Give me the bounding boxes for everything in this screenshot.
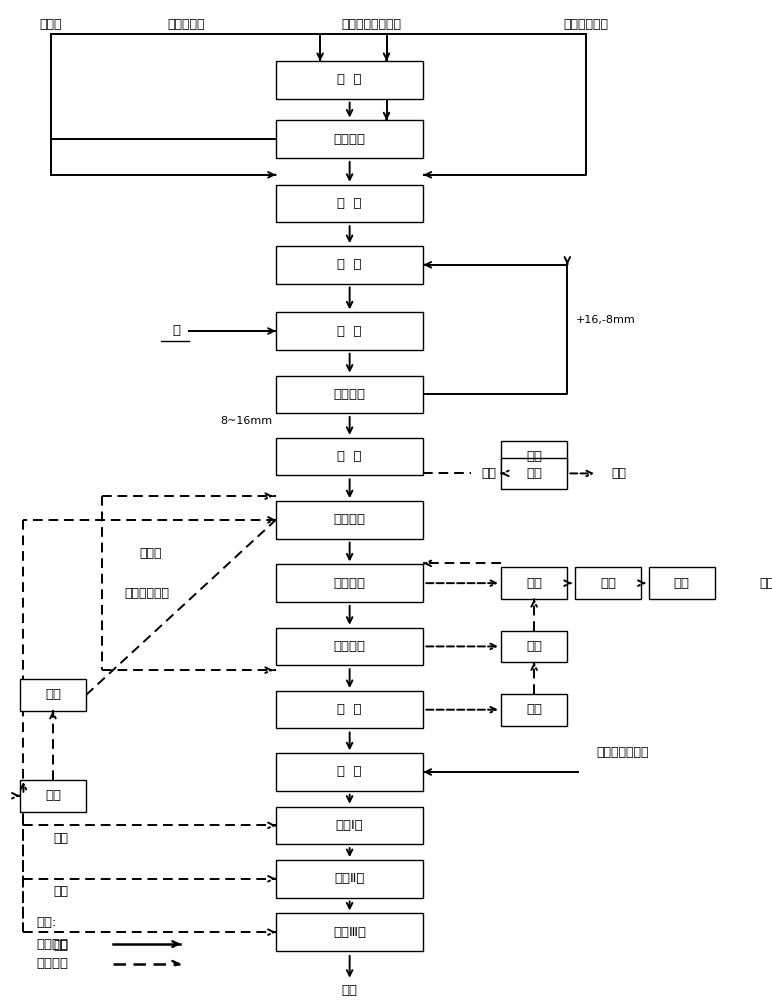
Text: 生球筛分: 生球筛分: [334, 388, 366, 401]
Text: 冷却Ⅱ段: 冷却Ⅱ段: [334, 872, 365, 885]
Text: 粉尘、菱镁粉: 粉尘、菱镁粉: [564, 18, 608, 31]
Bar: [276, 564, 423, 602]
Bar: [276, 753, 423, 791]
Text: 除尘: 除尘: [45, 789, 61, 802]
Bar: [501, 458, 567, 489]
Bar: [20, 780, 86, 812]
Text: 8~16mm: 8~16mm: [220, 416, 273, 426]
Bar: [276, 120, 423, 158]
Text: 过渡预热: 过渡预热: [334, 640, 366, 653]
Text: 配  料: 配 料: [337, 197, 362, 210]
Bar: [501, 631, 567, 662]
Text: 码头: 码头: [342, 984, 357, 997]
Text: 图例:: 图例:: [36, 916, 56, 929]
Bar: [276, 438, 423, 475]
Bar: [276, 628, 423, 665]
Text: 大气: 大气: [481, 467, 496, 480]
Text: 大气: 大气: [611, 467, 627, 480]
Text: 抽风干燥: 抽风干燥: [334, 577, 366, 590]
Text: 预润湿后的硫酸渣: 预润湿后的硫酸渣: [342, 18, 401, 31]
Text: 冷協Ⅲ段: 冷協Ⅲ段: [334, 926, 366, 939]
Bar: [501, 441, 567, 472]
Text: 预  热: 预 热: [337, 703, 362, 716]
Text: 鼓风: 鼓风: [45, 688, 61, 701]
Text: 气流方向: 气流方向: [36, 957, 68, 970]
Bar: [276, 913, 423, 951]
Text: 除尘: 除尘: [527, 703, 542, 716]
Bar: [276, 501, 423, 539]
Bar: [276, 246, 423, 284]
Bar: [501, 567, 567, 599]
Text: 高硫铁精矿: 高硫铁精矿: [167, 18, 205, 31]
Bar: [276, 376, 423, 413]
Bar: [276, 185, 423, 222]
Text: 空气: 空气: [53, 939, 68, 952]
Text: 大气: 大气: [759, 577, 772, 590]
Text: 冷却Ⅰ段: 冷却Ⅰ段: [336, 819, 364, 832]
Text: 抽风: 抽风: [600, 577, 616, 590]
Text: 高压辊磨: 高压辊磨: [334, 133, 366, 146]
Text: 物料流向: 物料流向: [36, 938, 68, 951]
Text: 混  合: 混 合: [337, 258, 362, 271]
Bar: [276, 312, 423, 350]
Bar: [276, 61, 423, 99]
Text: 水: 水: [172, 324, 180, 337]
Text: 混  合: 混 合: [337, 73, 362, 86]
Text: 抽风: 抽风: [527, 467, 542, 480]
Text: 焦炉煤气、空气: 焦炉煤气、空气: [597, 746, 649, 759]
Text: +16,-8mm: +16,-8mm: [576, 315, 636, 325]
Bar: [501, 694, 567, 726]
Text: 焙  烧: 焙 烧: [337, 765, 362, 778]
Text: 抽风: 抽风: [527, 450, 542, 463]
Text: 鼓风干燥: 鼓风干燥: [334, 513, 366, 526]
Text: 除尘: 除尘: [527, 577, 542, 590]
Text: 抽风: 抽风: [527, 640, 542, 653]
Bar: [574, 567, 642, 599]
Bar: [276, 691, 423, 728]
Text: 膨润土: 膨润土: [39, 18, 62, 31]
Text: 造  球: 造 球: [337, 325, 362, 338]
Text: 空气: 空气: [53, 885, 68, 898]
Text: 除尘灰: 除尘灰: [139, 547, 162, 560]
Bar: [276, 860, 423, 898]
Bar: [276, 807, 423, 844]
Text: 返回原料仓库: 返回原料仓库: [124, 587, 170, 600]
Bar: [20, 679, 86, 711]
Text: 脱硫: 脱硫: [674, 577, 689, 590]
Bar: [648, 567, 715, 599]
Text: 布  料: 布 料: [337, 450, 362, 463]
Text: 空气: 空气: [53, 832, 68, 845]
